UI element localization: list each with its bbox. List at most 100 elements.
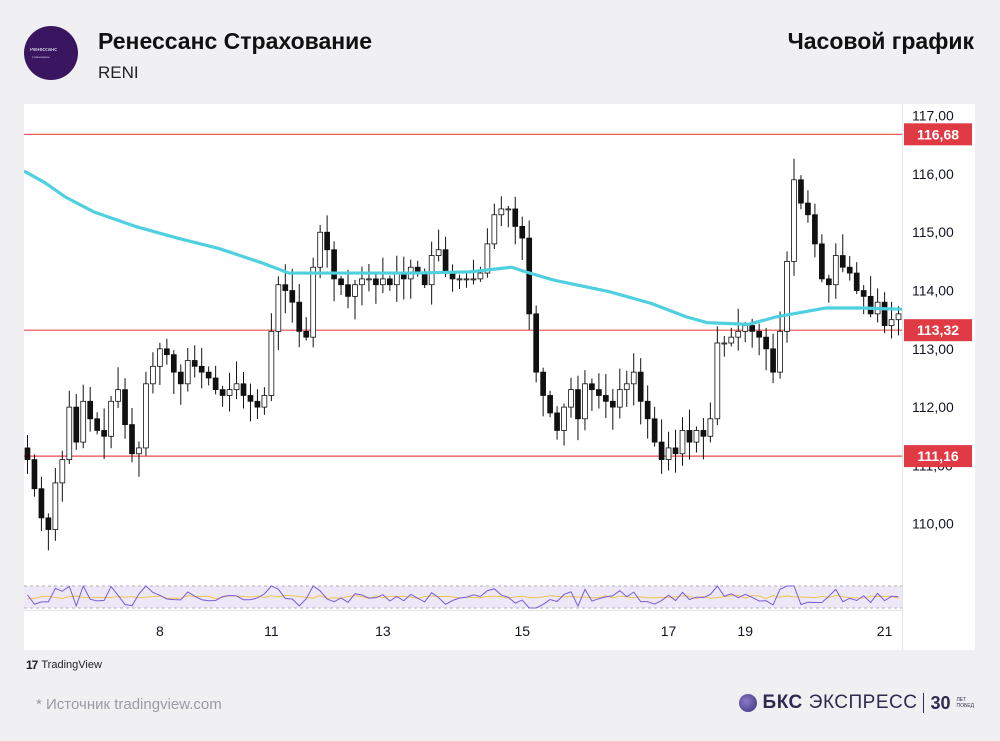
candle-body — [296, 301, 303, 332]
candle-body — [463, 278, 470, 281]
candle-body — [380, 278, 386, 286]
candle-body — [31, 459, 38, 490]
candle-body — [198, 365, 205, 373]
candle-body — [770, 348, 776, 373]
candle-body — [742, 325, 749, 332]
candle-body — [582, 383, 588, 420]
candle-body — [630, 371, 637, 385]
logo-text: Ренессанс — [30, 48, 58, 53]
candle-body — [184, 360, 191, 385]
candle-body — [94, 418, 101, 431]
candle-body — [456, 278, 463, 281]
candle-body — [66, 406, 73, 460]
source-note: * Источник tradingview.com — [36, 696, 222, 713]
date-tick-label: 13 — [375, 623, 391, 639]
candle-body — [477, 272, 484, 280]
candle-body — [373, 278, 379, 286]
brand-regular: ЭКСПРЕСС — [808, 692, 918, 713]
candle-body — [191, 360, 198, 367]
price-tick-label: 114,00 — [912, 283, 954, 299]
candle-body — [812, 214, 818, 245]
candle-body — [609, 400, 616, 408]
candle-body — [366, 278, 372, 281]
date-tick-label: 19 — [737, 623, 753, 639]
candle-body — [484, 243, 491, 274]
candle-body — [526, 237, 533, 315]
candle-body — [261, 395, 268, 408]
moving-average-line — [24, 169, 903, 326]
candle-body — [115, 389, 121, 402]
candle-body — [449, 272, 456, 280]
brand-years: 30 — [930, 692, 951, 713]
candle-body — [136, 447, 142, 455]
candle-body — [728, 336, 735, 344]
candle-body — [491, 214, 498, 245]
candle-body — [839, 255, 846, 268]
level-badge — [904, 445, 972, 468]
candle-body — [798, 179, 804, 204]
level-badge-label: 116,68 — [917, 126, 959, 142]
candle-body — [777, 330, 783, 373]
candle-body — [540, 371, 546, 396]
candle-body — [24, 447, 31, 460]
price-tick-label: 113,00 — [912, 341, 954, 357]
candle-body — [575, 389, 581, 420]
candle-body — [888, 319, 895, 326]
candle-body — [275, 284, 282, 332]
candle-body — [637, 371, 644, 402]
candle-body — [616, 389, 623, 408]
candle-body — [101, 430, 107, 437]
candle-body — [331, 249, 337, 280]
candle-body — [763, 336, 769, 350]
candle-body — [442, 249, 449, 274]
candle-body — [129, 424, 135, 455]
oscillator-line — [27, 584, 899, 609]
candle-body — [561, 406, 567, 431]
candle-body — [177, 371, 184, 385]
candle-body — [756, 330, 762, 338]
candle-body — [212, 377, 219, 391]
candle-body — [644, 400, 651, 420]
candle-body — [505, 208, 512, 211]
candle-body — [832, 255, 839, 286]
brand-divider — [923, 693, 925, 713]
candle-body — [512, 208, 519, 227]
price-tick-label: 110,00 — [912, 516, 954, 532]
candle-body — [714, 342, 721, 420]
date-tick-label: 17 — [661, 623, 677, 639]
brand-small-2: ПОБЕД — [956, 703, 975, 709]
candle-body — [651, 418, 658, 443]
candle-body — [73, 406, 80, 443]
candle-body — [219, 389, 226, 396]
ticker-symbol: RENI — [98, 63, 139, 82]
candle-body — [749, 325, 756, 332]
company-name: Ренессанс Страхование — [98, 28, 373, 54]
candle-body — [707, 418, 714, 437]
brand-small-1: ЛЕТ — [956, 697, 967, 703]
candle-body — [359, 278, 365, 286]
candle-body — [80, 400, 87, 443]
candle-body — [735, 330, 742, 338]
candle-body — [282, 284, 289, 291]
candle-body — [853, 272, 860, 291]
candle-body — [240, 383, 247, 396]
candle-body — [825, 278, 832, 286]
candle-body — [421, 272, 428, 286]
candle-body — [352, 284, 358, 297]
candle-body — [386, 278, 393, 286]
candle-body — [819, 243, 825, 280]
logo-subtext: страхование — [32, 55, 50, 59]
candle-body — [122, 389, 128, 426]
candle-body — [428, 255, 435, 286]
date-tick-label: 15 — [514, 623, 530, 639]
brand-bold: БКС — [762, 692, 803, 713]
candle-body — [881, 301, 888, 326]
candle-body — [554, 412, 560, 431]
price-tick-label: 112,00 — [912, 399, 954, 415]
candle-body — [150, 365, 156, 385]
date-tick-label: 21 — [877, 623, 893, 639]
candle-body — [435, 249, 442, 256]
candle-body — [860, 290, 867, 297]
price-tick-label: 117,00 — [912, 108, 954, 124]
candle-body — [108, 400, 114, 437]
